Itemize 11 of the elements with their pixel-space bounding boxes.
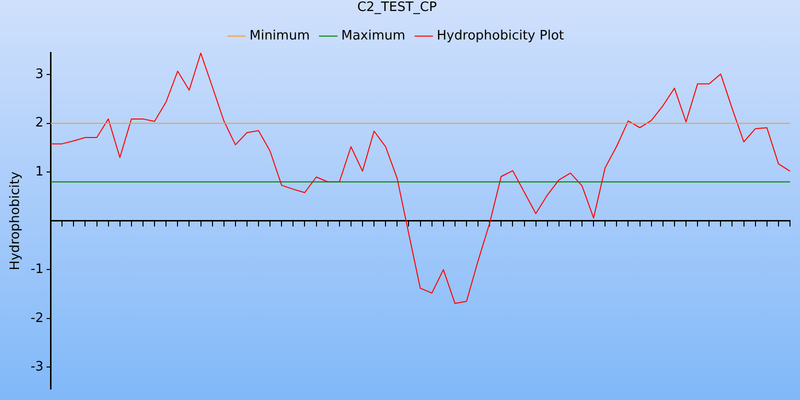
y-tick-label: -3: [30, 360, 44, 375]
y-tick-label: -1: [30, 262, 44, 278]
chart-title: C2_TEST_CP: [357, 0, 437, 16]
y-tick-label: 1: [35, 164, 44, 180]
y-tick-label: 2: [35, 116, 44, 131]
y-axis-title: Hydrophobicity: [8, 171, 24, 270]
legend-label: Minimum: [249, 28, 310, 44]
y-tick-label: 3: [35, 66, 44, 82]
y-tick-label: -2: [30, 310, 44, 326]
legend-label: Hydrophobicity Plot: [436, 28, 564, 44]
legend-label: Maximum: [341, 28, 406, 44]
